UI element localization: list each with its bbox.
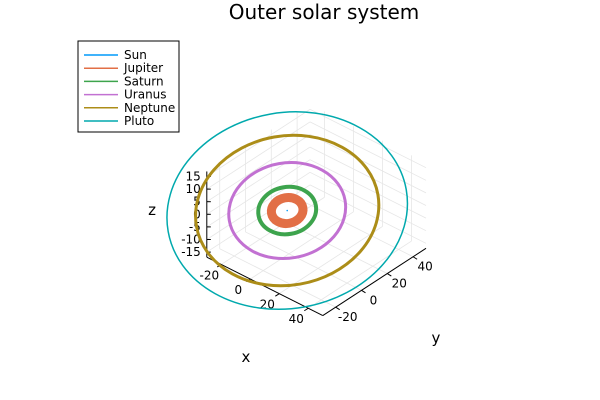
x-tick-mark: [275, 293, 280, 297]
legend-label: Neptune: [124, 101, 175, 115]
orbit-jupiter: [266, 193, 308, 229]
y-tick-label: 20: [392, 277, 407, 291]
grid-line: [250, 211, 354, 280]
grid-line: [309, 146, 427, 206]
x-axis-label: x: [242, 348, 251, 366]
legend-label: Jupiter: [123, 61, 163, 75]
orbits: [166, 111, 409, 311]
y-tick-label: -20: [338, 310, 358, 324]
y-tick-label: 0: [370, 293, 378, 307]
x-axis-line: [206, 256, 324, 316]
orbit-uranus: [227, 161, 348, 261]
y-tick-mark: [335, 306, 340, 311]
grid-line: [206, 108, 311, 177]
x-tick-label: 0: [234, 283, 242, 297]
y-tick-label: 40: [417, 260, 432, 274]
x-tick-label: -20: [199, 268, 219, 282]
z-tick-label: 10: [186, 182, 201, 196]
z-tick-label: -15: [181, 245, 201, 259]
grid-line: [279, 226, 383, 294]
orbit-neptune: [194, 133, 381, 288]
grid-line: [309, 108, 427, 169]
grid-line: [309, 184, 427, 244]
y-tick-mark: [361, 289, 366, 294]
z-tick-label: -10: [181, 233, 201, 247]
grid-line: [245, 231, 362, 291]
grid-line: [309, 134, 427, 194]
grid-line: [308, 240, 412, 309]
grid-line: [206, 134, 311, 203]
orbit-sun: [286, 209, 289, 212]
y-tick-mark: [387, 273, 392, 277]
grid-line: [206, 159, 311, 228]
grid-line: [309, 171, 427, 232]
grid-line: [309, 121, 427, 181]
orbit-saturn: [256, 184, 319, 237]
legend-box: [77, 40, 180, 133]
legend-label: Sun: [124, 48, 147, 62]
grid: [206, 108, 427, 309]
y-tick-mark: [412, 256, 418, 260]
x-tick-mark: [304, 307, 309, 312]
grid-line: [206, 146, 311, 215]
z-tick-label: 15: [186, 170, 201, 184]
x-tick-label: 40: [289, 312, 304, 326]
legend-label: Saturn: [124, 74, 164, 88]
orbit-pluto: [166, 111, 409, 311]
chart-title: Outer solar system: [229, 0, 420, 24]
legend-label: Uranus: [124, 88, 167, 102]
z-tick-label: -5: [189, 220, 201, 234]
z-axis-label: z: [148, 201, 156, 219]
y-axis-line: [322, 247, 427, 316]
y-axis-label: y: [432, 329, 441, 347]
legend-label: Pluto: [124, 114, 154, 128]
grid-line: [219, 248, 336, 308]
grid-line: [206, 121, 311, 190]
